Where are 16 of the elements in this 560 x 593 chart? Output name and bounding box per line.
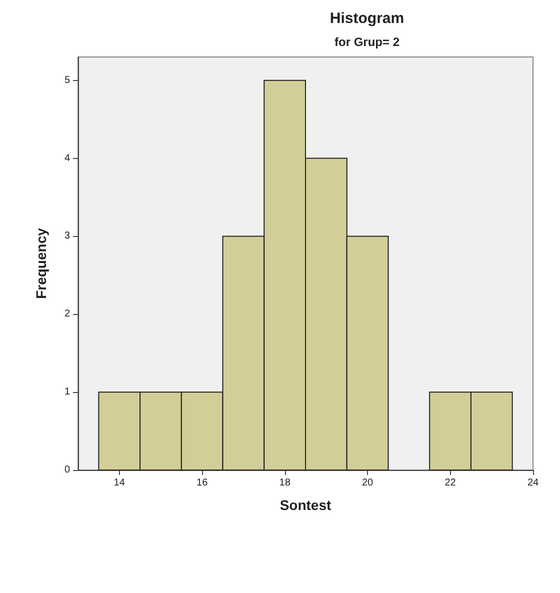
y-tick-label: 4 <box>64 152 70 164</box>
y-axis-title: Frequency <box>33 228 49 299</box>
chart-subtitle: for Grup= 2 <box>334 35 400 49</box>
x-tick-label: 20 <box>362 478 374 488</box>
y-tick-label: 0 <box>64 464 70 476</box>
x-tick-label: 24 <box>527 478 539 488</box>
x-tick-label: 14 <box>114 478 126 488</box>
x-tick-label: 18 <box>279 478 291 488</box>
y-tick-label: 1 <box>64 386 70 398</box>
x-tick-label: 16 <box>196 478 208 488</box>
y-tick-label: 3 <box>64 230 70 242</box>
y-tick-label: 2 <box>64 308 70 320</box>
x-axis-title: Sontest <box>280 497 332 513</box>
y-tick-label: 5 <box>64 74 70 86</box>
chart-title: Histogram <box>330 10 404 27</box>
x-tick-label: 22 <box>444 478 456 488</box>
